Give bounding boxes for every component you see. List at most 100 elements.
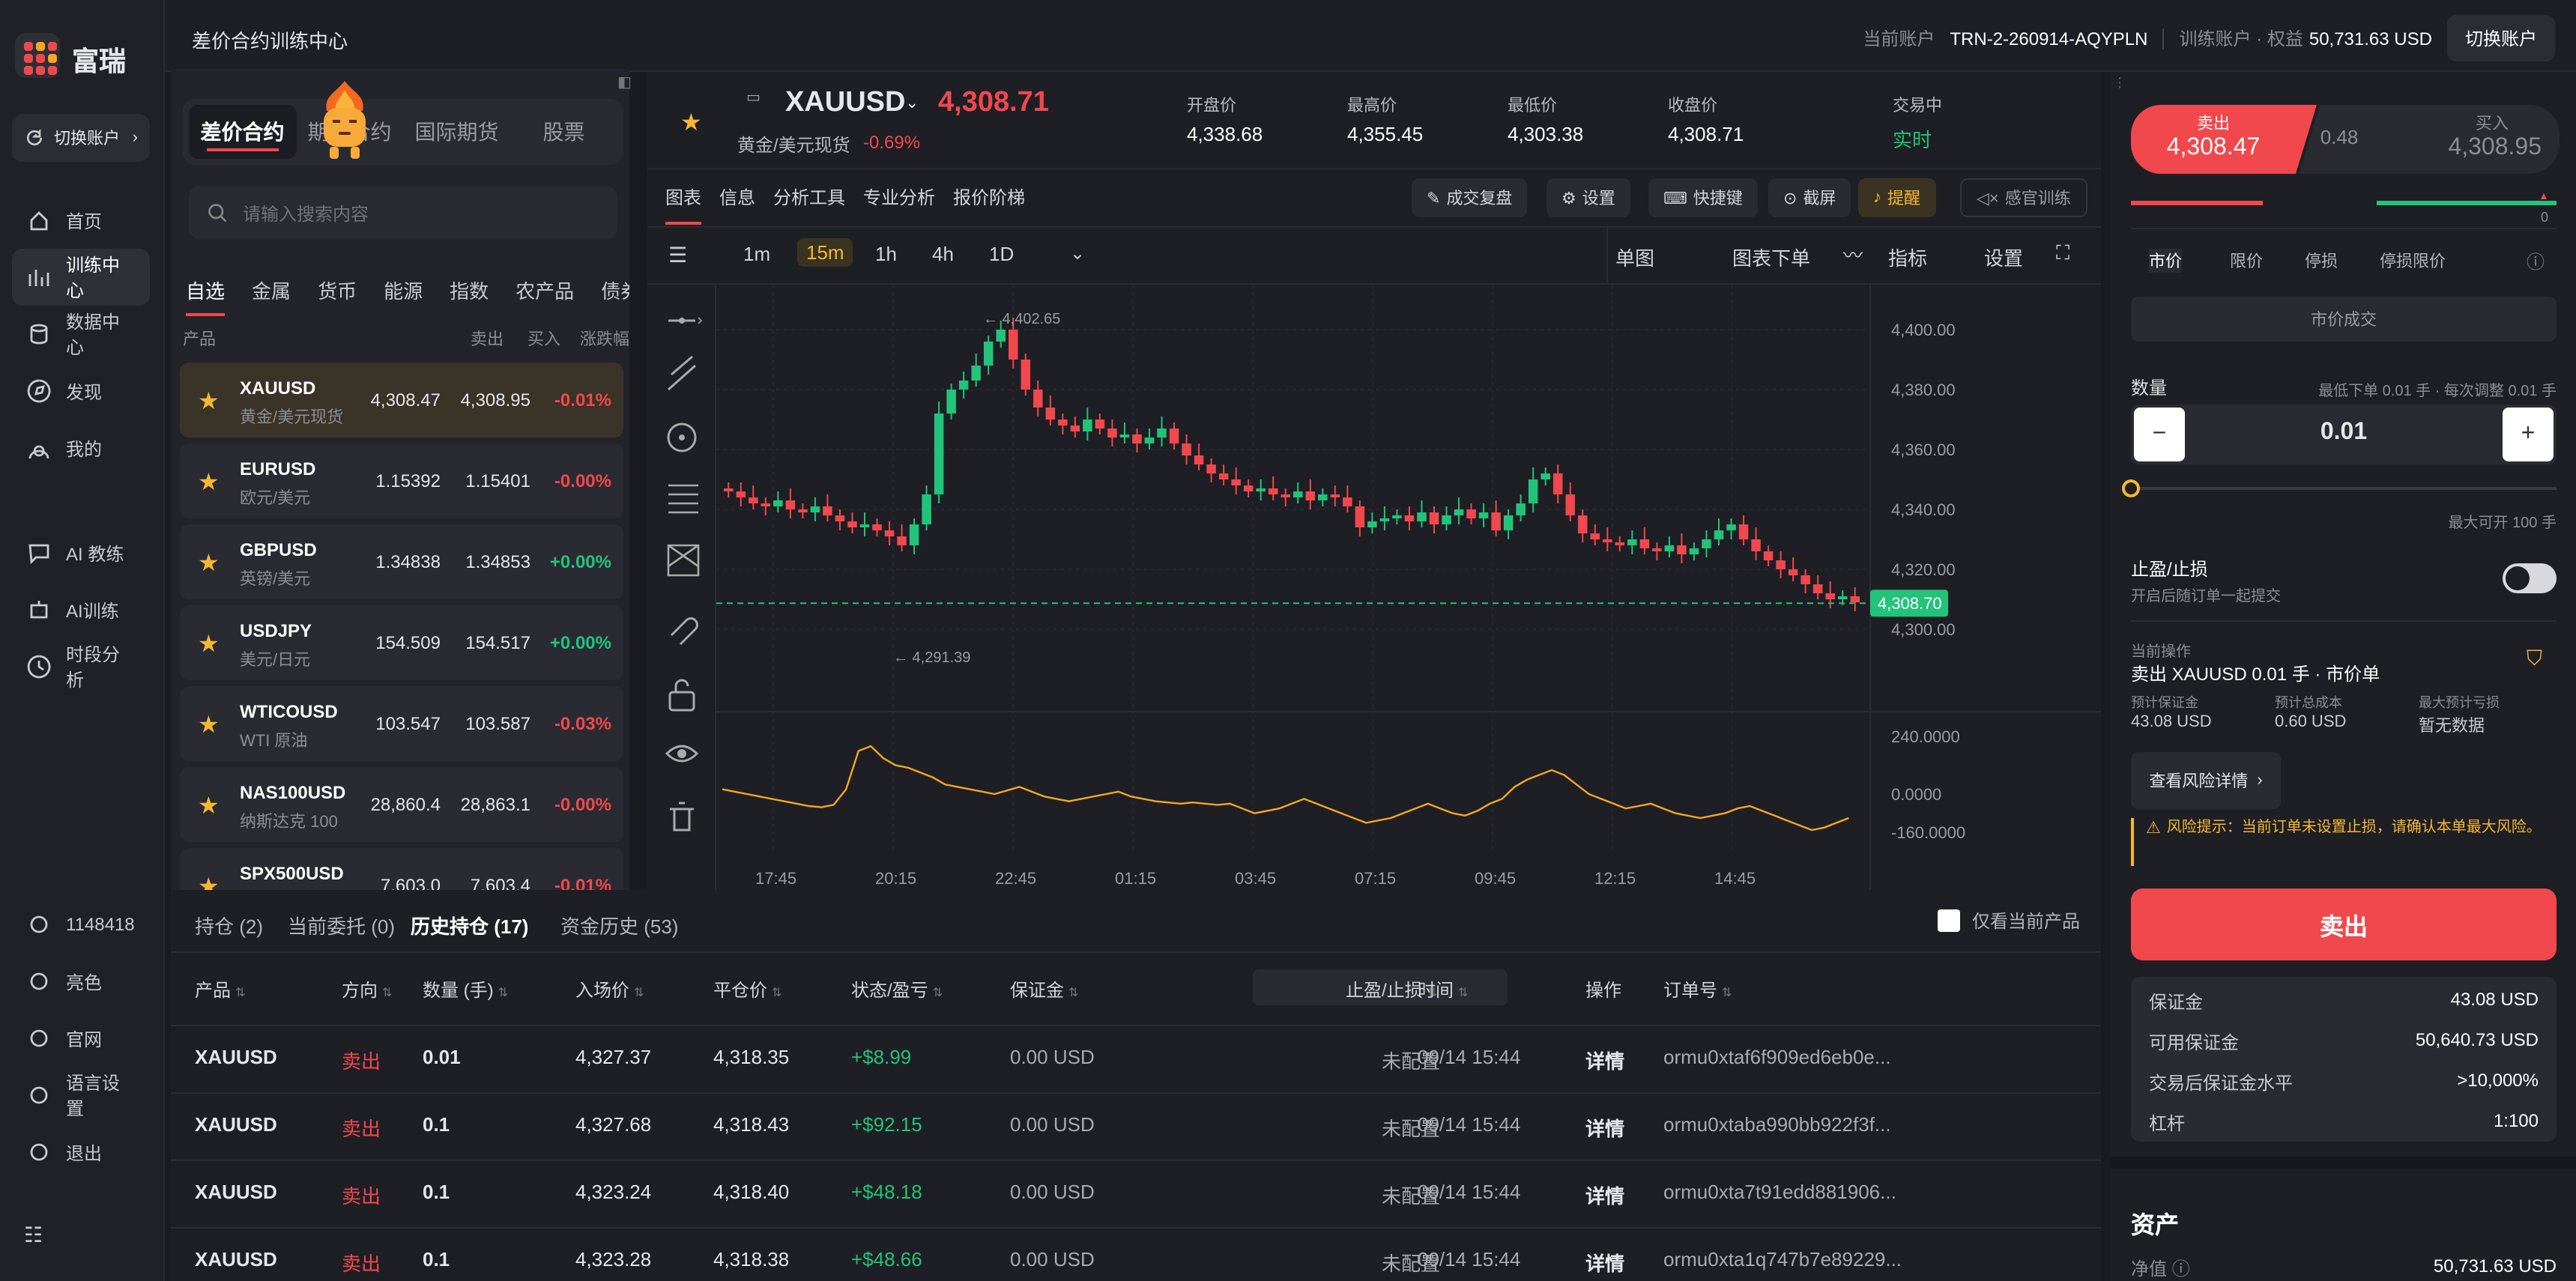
nav-bottom-4[interactable]: 退出 [12, 1124, 150, 1181]
star-icon[interactable]: ★ [198, 794, 220, 820]
order-cell-op[interactable]: 详情 [1585, 1050, 1625, 1073]
favorite-star-icon[interactable]: ★ [680, 111, 702, 136]
category-tab[interactable]: 能源 [384, 280, 423, 303]
sort-icon[interactable]: ⇅ [1722, 986, 1732, 999]
segment-cfd[interactable]: 差价合约 [189, 105, 296, 159]
qty-minus-button[interactable]: − [2134, 408, 2185, 461]
segment-stocks[interactable]: 股票 [542, 120, 585, 144]
order-cell-op[interactable]: 详情 [1585, 1253, 1625, 1275]
sort-icon[interactable]: ⇅ [382, 986, 393, 999]
chart-button[interactable]: ◁× 感官训练 [1960, 178, 2087, 217]
star-icon[interactable]: ★ [198, 470, 220, 496]
symbol-name[interactable]: XAUUSD [785, 87, 906, 118]
order-type-tab[interactable]: 停损限价 [2380, 253, 2446, 271]
sort-icon[interactable]: ⇅ [634, 986, 644, 999]
order-cell-op[interactable]: 详情 [1585, 1118, 1625, 1140]
pattern-tool-icon[interactable] [667, 544, 700, 577]
sort-icon[interactable]: ⇅ [235, 986, 246, 999]
info-icon[interactable]: ⓘ [2527, 252, 2545, 273]
orders-col-header[interactable]: 保证金 ⇅ [1010, 977, 1078, 1002]
risk-detail-button[interactable]: 查看风险详情 › [2131, 752, 2281, 809]
nav-bottom-2[interactable]: 官网 [12, 1010, 150, 1067]
tpsl-toggle[interactable] [2503, 563, 2557, 593]
switch-account-button[interactable]: 切换账户 › [12, 114, 150, 162]
line-tool-icon[interactable] [668, 355, 696, 391]
sort-icon[interactable]: ⇅ [932, 986, 943, 999]
category-tab[interactable]: 自选 [186, 276, 226, 316]
order-type-tab[interactable]: 市价 [2149, 249, 2182, 273]
chart-button[interactable]: ✎ 成交复盘 [1412, 178, 1528, 217]
orders-col-header[interactable]: 产品 ⇅ [195, 977, 245, 1002]
order-type-tab[interactable]: 限价 [2230, 253, 2263, 271]
chart-button[interactable]: ⌨ 快捷键 [1648, 178, 1758, 217]
indicator-line-icon[interactable]: 〰 [1843, 244, 1863, 267]
star-icon[interactable]: ★ [198, 551, 220, 577]
nav-session-analysis[interactable]: 时段分析 [12, 638, 150, 695]
chevron-down-icon[interactable]: ⌄ [905, 94, 919, 112]
sort-icon[interactable]: ⇅ [772, 986, 782, 999]
nav-ai-coach[interactable]: AI 教练 [12, 524, 150, 581]
orders-tab[interactable]: 当前委托 (0) [288, 915, 396, 938]
category-tab[interactable]: 债券/利率 [601, 280, 629, 303]
star-icon[interactable]: ★ [198, 713, 220, 739]
nav-discover[interactable]: 发现 [12, 363, 150, 420]
orders-col-header[interactable]: 状态/盈亏 ⇅ [851, 977, 943, 1002]
product-row[interactable]: ★ WTICOUSD WTI 原油 103.547 103.587 -0.03% [180, 686, 623, 761]
nav-data[interactable]: 数据中心 [12, 306, 150, 363]
segment-intl-futures[interactable]: 国际期货 [414, 120, 499, 144]
product-row[interactable]: ★ XAUUSD 黄金/美元现货 4,308.47 4,308.95 -0.01% [180, 363, 623, 437]
category-tab[interactable]: 指数 [450, 280, 489, 303]
sort-icon[interactable]: ⇅ [1458, 986, 1469, 999]
chart-tool[interactable]: 指标 [1888, 247, 1928, 270]
nav-training[interactable]: 训练中心 [12, 249, 150, 306]
market-exec-field[interactable]: 市价成交 [2131, 297, 2557, 342]
chart-tab[interactable]: 报价阶梯 [953, 187, 1026, 208]
chart-tool[interactable]: 单图 [1615, 247, 1655, 270]
qty-slider[interactable] [2140, 487, 2557, 490]
menu-icon[interactable]: ☰ [668, 243, 688, 267]
nav-bottom-3[interactable]: 语言设置 [12, 1067, 150, 1124]
chart-button[interactable]: ⚙ 设置 [1546, 178, 1630, 217]
chart-tab[interactable]: 图表 [665, 184, 702, 225]
sort-icon[interactable]: ⇅ [1427, 986, 1438, 999]
orders-col-header[interactable]: 时间 ⇅ [1418, 977, 1468, 1002]
qty-plus-button[interactable]: + [2503, 408, 2554, 461]
orders-col-header[interactable]: 平仓价 ⇅ [713, 977, 781, 1002]
only-current-checkbox[interactable] [1937, 909, 1960, 932]
order-cell-op[interactable]: 详情 [1585, 1185, 1625, 1208]
star-icon[interactable]: ★ [198, 632, 220, 658]
buy-quote-label[interactable]: 买入 [2476, 115, 2509, 133]
qty-slider-handle[interactable] [2122, 479, 2140, 497]
timeframe-1D[interactable]: 1D [989, 243, 1015, 265]
chart-tab[interactable]: 信息 [719, 187, 756, 208]
chart-tool[interactable]: 设置 [1984, 247, 2024, 270]
magnet-tool-icon[interactable] [670, 617, 698, 646]
nav-bottom-0[interactable]: 1148418 [12, 896, 150, 953]
timeframe-15m[interactable]: 15m [797, 238, 853, 267]
orders-tab[interactable]: 历史持仓 (17) [411, 915, 529, 938]
chart-button[interactable]: ⊙ 截屏 [1768, 178, 1851, 217]
price-chart[interactable]: 4,400.00 4,380.00 4,360.00 4,340.00 4,320.00… [716, 285, 2101, 890]
trendline-tool-icon[interactable] [668, 317, 703, 324]
product-row[interactable]: ★ GBPUSD 英镑/美元 1.34838 1.34853 +0.00% [180, 524, 623, 599]
eye-icon[interactable] [665, 745, 699, 763]
lock-icon[interactable] [668, 679, 695, 712]
target-tool-icon[interactable] [667, 423, 697, 452]
nav-bottom-1[interactable]: 亮色 [12, 953, 150, 1010]
timeframe-4h[interactable]: 4h [932, 243, 954, 265]
fullscreen-icon[interactable]: ⛶ [2056, 241, 2070, 264]
nav-home[interactable]: 首页 [12, 192, 150, 249]
sort-icon[interactable]: ⇅ [1068, 986, 1079, 999]
switch-account-top-button[interactable]: 切换账户 [2446, 15, 2555, 61]
product-row[interactable]: ★ NAS100USD 纳斯达克 100 28,860.4 28,863.1 -0.00% [180, 767, 623, 842]
sell-quote-button[interactable] [2131, 105, 2560, 174]
symbol-list-icon[interactable]: ▭ [746, 90, 761, 106]
order-type-tab[interactable]: 停损 [2305, 253, 2338, 271]
chart-tab[interactable]: 分析工具 [773, 187, 846, 208]
chart-tab[interactable]: 专业分析 [863, 187, 936, 208]
timeframe-dropdown-icon[interactable]: ⌄ [1070, 243, 1086, 264]
search-input[interactable]: 请输入搜索内容 [189, 186, 617, 240]
orders-col-header[interactable]: 数量 (手) ⇅ [423, 977, 508, 1002]
timeframe-1m[interactable]: 1m [743, 243, 771, 265]
orders-tab[interactable]: 资金历史 (53) [560, 915, 679, 938]
